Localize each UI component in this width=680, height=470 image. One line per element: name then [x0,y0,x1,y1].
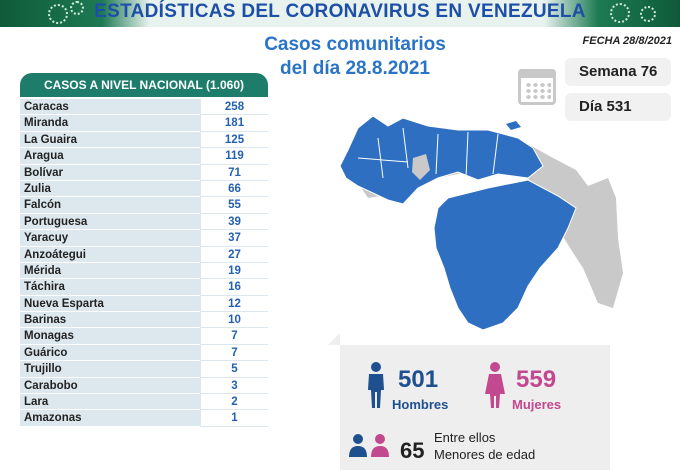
minors-line-2: Menores de edad [434,447,536,462]
case-count: 3 [200,377,268,395]
table-row: Bolívar 71 [20,164,268,181]
case-count: 125 [200,131,268,149]
day-badge: Día 531 [565,93,671,121]
state-name: La Guaira [20,131,200,149]
case-count: 12 [200,295,268,313]
man-icon [368,362,384,408]
case-count: 10 [200,312,268,329]
state-name: Monagas [20,328,200,345]
state-name: Nueva Esparta [20,295,200,313]
table-row: Nueva Esparta 12 [20,295,268,313]
state-name: Bolívar [20,164,200,181]
state-name: Caracas [20,99,200,116]
virus-icon [640,6,656,22]
cases-table: Caracas 258 Miranda 181 La Guaira 125 Aragua 11… [20,99,268,427]
men-label: Hombres [392,397,449,412]
header-banner: ESTADÍSTICAS DEL CORONAVIRUS EN VENEZUEL… [0,0,680,27]
calendar-icon [518,69,556,105]
case-count: 27 [200,246,268,263]
case-count: 16 [200,279,268,296]
table-title: CASOS A NIVEL NACIONAL (1.060) [20,73,268,97]
women-label: Mujeres [512,397,562,412]
state-name: Lara [20,394,200,411]
minors-line-1: Entre ellos [434,430,496,445]
state-name: Anzoátegui [20,246,200,263]
table-row: Falcón 55 [20,197,268,214]
table-row: Aragua 119 [20,148,268,165]
virus-icon [610,3,630,23]
case-count: 37 [200,230,268,247]
state-name: Barinas [20,312,200,329]
minors-icon [349,434,389,457]
minors-count: 65 [400,438,425,463]
table-row: Anzoátegui 27 [20,246,268,263]
table-row: Miranda 181 [20,115,268,132]
table-row: Zulia 66 [20,180,268,198]
state-name: Guárico [20,344,200,362]
table-row: Táchira 16 [20,279,268,296]
state-name: Carabobo [20,377,200,395]
table-row: Mérida 19 [20,262,268,280]
subtitle-line-2: del día 28.8.2021 [280,58,430,79]
date-label: FECHA 28/8/2021 [582,35,672,47]
map-highlight [339,115,544,205]
case-count: 55 [200,197,268,214]
case-count: 119 [200,148,268,165]
case-count: 39 [200,213,268,231]
state-name: Zulia [20,180,200,198]
state-name: Aragua [20,148,200,165]
state-name: Mérida [20,262,200,280]
case-count: 1 [200,410,268,427]
table-row: Yaracuy 37 [20,230,268,247]
state-name: Yaracuy [20,230,200,247]
men-count: 501 [398,366,439,393]
subtitle-line-1: Casos comunitarios [264,34,446,55]
table-row: Monagas 7 [20,328,268,345]
venezuela-map [339,115,623,331]
table-row: Amazonas 1 [20,410,268,427]
case-count: 258 [200,99,268,116]
case-count: 66 [200,180,268,198]
table-row: La Guaira 125 [20,131,268,149]
virus-icon [70,1,84,15]
case-count: 19 [200,262,268,280]
case-count: 7 [200,344,268,362]
page-title: ESTADÍSTICAS DEL CORONAVIRUS EN VENEZUEL… [94,1,586,22]
case-count: 5 [200,361,268,378]
table-row: Barinas 10 [20,312,268,329]
state-name: Amazonas [20,410,200,427]
woman-icon [485,362,505,408]
state-name: Falcón [20,197,200,214]
case-count: 7 [200,328,268,345]
virus-icon [48,4,68,24]
table-row: Guárico 7 [20,344,268,362]
state-name: Miranda [20,115,200,132]
table-row: Caracas 258 [20,99,268,116]
table-row: Portuguesa 39 [20,213,268,231]
table-row: Lara 2 [20,394,268,411]
subtitle: Casos comunitarios del día 28.8.2021 [240,33,470,81]
state-name: Trujillo [20,361,200,378]
case-count: 71 [200,164,268,181]
state-name: Portuguesa [20,213,200,231]
case-count: 2 [200,394,268,411]
state-name: Táchira [20,279,200,296]
table-row: Carabobo 3 [20,377,268,395]
map-highlight-south [433,179,577,331]
case-count: 181 [200,115,268,132]
week-badge: Semana 76 [565,58,671,86]
table-row: Trujillo 5 [20,361,268,378]
map-lake [412,154,430,180]
map-island [506,121,521,130]
women-count: 559 [516,366,557,393]
